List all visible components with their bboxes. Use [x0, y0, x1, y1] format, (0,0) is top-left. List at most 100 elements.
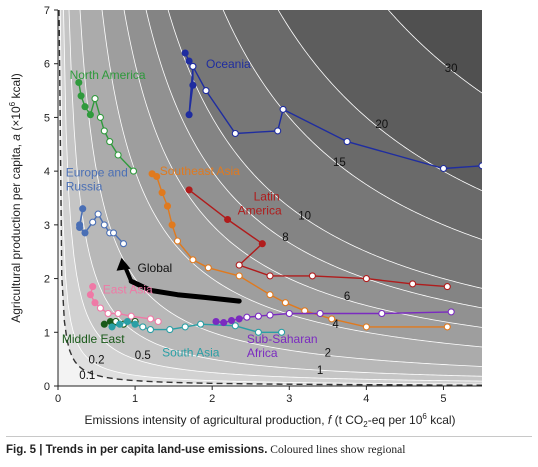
contour-label-20: 20 [375, 119, 388, 131]
caption-rule [6, 436, 532, 437]
series-point-east-asia [104, 309, 112, 318]
contour-line-1 [68, 10, 482, 377]
series-point-southeast-asia [362, 323, 370, 331]
caption-title: Trends in per capita land-use emissions. [45, 444, 268, 456]
series-layer [75, 49, 482, 336]
series-point-sub-saharan-africa [212, 317, 220, 326]
series-point-southeast-asia [235, 272, 243, 280]
global-trend [116, 257, 242, 304]
region-label-southeast-asia: Southeast Asia [160, 164, 240, 178]
y-tick-label: 0 [44, 381, 50, 393]
series-point-north-america [75, 78, 83, 87]
contour-label-4: 4 [332, 319, 339, 331]
series-point-north-america [77, 92, 85, 100]
series-point-southeast-asia [204, 264, 212, 272]
series-point-southeast-asia [173, 237, 182, 245]
y-tick-label: 6 [44, 59, 50, 71]
region-label-north-america: North America [70, 68, 146, 82]
series-point-europe-and-russia [119, 240, 128, 248]
contour-line-8 [145, 10, 482, 309]
series-point-south-asia [197, 320, 205, 328]
series-point-north-america [86, 111, 94, 119]
series-point-latin-america [224, 215, 232, 224]
contour-label-0.5: 0.5 [135, 350, 151, 362]
x-tick-label: 1 [132, 393, 138, 405]
series-point-south-asia [254, 328, 262, 336]
series-point-north-america [106, 138, 114, 146]
series-point-oceania [231, 129, 239, 138]
x-tick-label: 4 [363, 393, 369, 405]
series-line-north-america [78, 82, 135, 172]
contour-label-6: 6 [344, 291, 350, 303]
series-point-sub-saharan-africa [378, 309, 386, 318]
contour-label-0.1: 0.1 [79, 370, 95, 382]
band-30 [388, 10, 482, 94]
series-point-sub-saharan-africa [316, 309, 324, 318]
contour-label-10: 10 [298, 210, 311, 222]
y-tick-label: 3 [44, 220, 50, 232]
caption-fig-number: Fig. 5 | [6, 444, 46, 456]
series-point-sub-saharan-africa [254, 312, 262, 320]
series-point-europe-and-russia [94, 210, 102, 218]
caption-text: Coloured lines show regional [267, 444, 406, 456]
region-label-middle-east: Middle East [62, 332, 125, 346]
series-point-south-asia [231, 322, 239, 330]
x-tick-label: 5 [440, 393, 446, 405]
series-point-europe-and-russia [81, 229, 89, 237]
series-point-sub-saharan-africa [220, 319, 228, 327]
series-point-oceania [202, 87, 210, 95]
contour-label-2: 2 [325, 347, 331, 359]
region-label-latin-america: Latin America [238, 190, 282, 218]
region-label-europe-and-russia: Europe and Russia [66, 166, 128, 194]
series-point-south-asia [139, 323, 147, 331]
series-point-latin-america [308, 272, 316, 280]
contour-label-1: 1 [317, 365, 323, 377]
contour-line-0.5 [63, 10, 482, 382]
series-point-east-asia [86, 291, 94, 299]
series-point-south-asia [181, 323, 189, 331]
series-point-sub-saharan-africa [235, 315, 243, 323]
series-point-southeast-asia [163, 202, 172, 210]
region-label-east-asia: East Asia [103, 283, 153, 297]
series-point-sub-saharan-africa [227, 316, 236, 325]
series-point-sub-saharan-africa [285, 309, 293, 318]
y-tick-label: 4 [44, 166, 50, 178]
series-point-latin-america [185, 186, 193, 194]
region-label-south-asia: South Asia [162, 345, 220, 359]
global-arrow-head [116, 257, 131, 271]
series-point-southeast-asia [158, 189, 166, 197]
series-point-middle-east [100, 320, 108, 328]
contour-line-6 [123, 10, 482, 328]
series-point-southeast-asia [266, 291, 274, 299]
series-point-north-america [81, 103, 89, 111]
series-point-south-asia [146, 326, 155, 334]
band-20 [278, 10, 482, 191]
x-tick-label: 2 [209, 393, 215, 405]
series-point-latin-america [409, 280, 417, 288]
region-labels: North America Europe and Russia Oceania Sout… [62, 57, 318, 360]
series-point-north-america [114, 151, 122, 159]
series-point-south-asia [108, 323, 116, 331]
y-tick-label: 5 [44, 112, 50, 124]
contour-line-0.1 [58, 10, 482, 386]
series-point-latin-america [362, 275, 370, 283]
region-label-oceania: Oceania [206, 57, 251, 71]
series-point-southeast-asia [168, 221, 176, 229]
contour-line-20 [277, 10, 482, 192]
series-point-south-asia [278, 328, 286, 336]
series-point-east-asia [96, 304, 104, 312]
contour-label-30: 30 [445, 63, 458, 75]
series-point-latin-america [266, 272, 274, 280]
contour-label-0.2: 0.2 [89, 354, 105, 366]
series-point-south-asia [116, 320, 124, 328]
x-tick-label: 0 [55, 393, 61, 405]
series-point-oceania [274, 127, 282, 135]
series-point-southeast-asia [281, 299, 289, 307]
series-point-europe-and-russia [100, 221, 108, 229]
x-tick-label: 3 [286, 393, 292, 405]
series-point-sub-saharan-africa [243, 313, 251, 321]
series-point-latin-america [443, 283, 451, 291]
series-point-europe-and-russia [79, 205, 87, 213]
series-point-east-asia [127, 312, 135, 320]
